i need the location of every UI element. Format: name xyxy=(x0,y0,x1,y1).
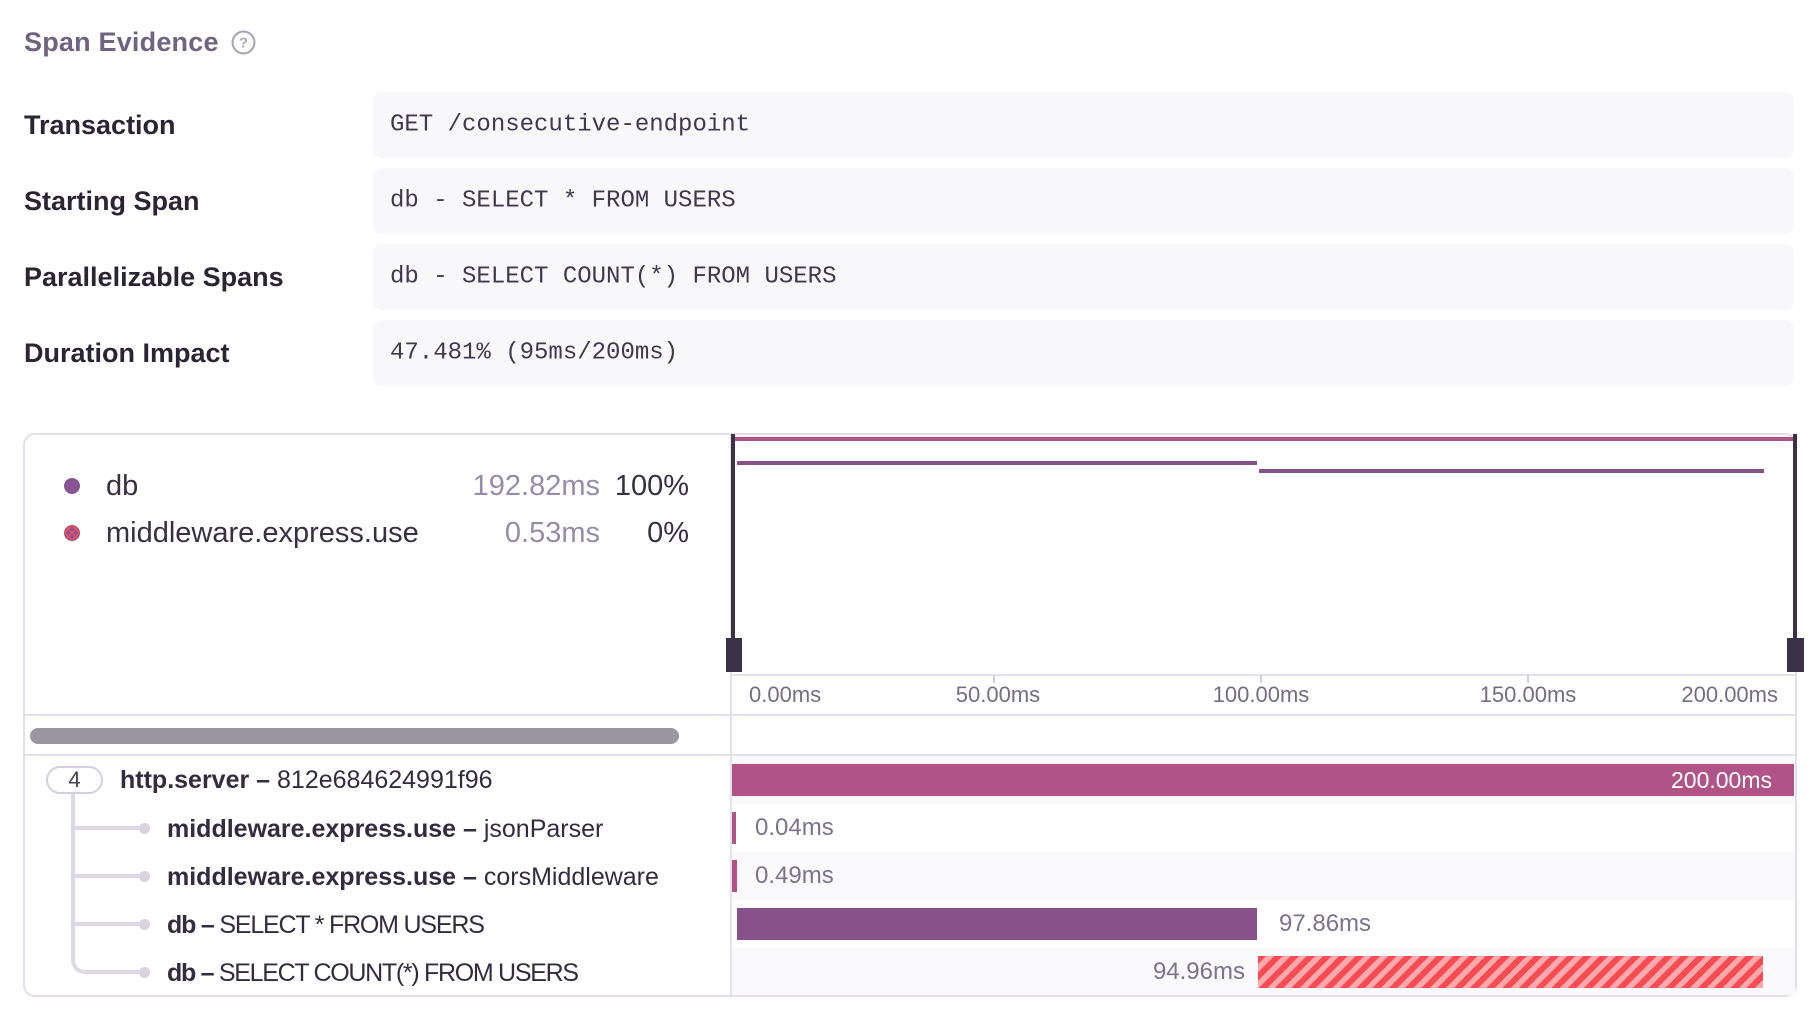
svg-text:?: ? xyxy=(239,36,248,52)
